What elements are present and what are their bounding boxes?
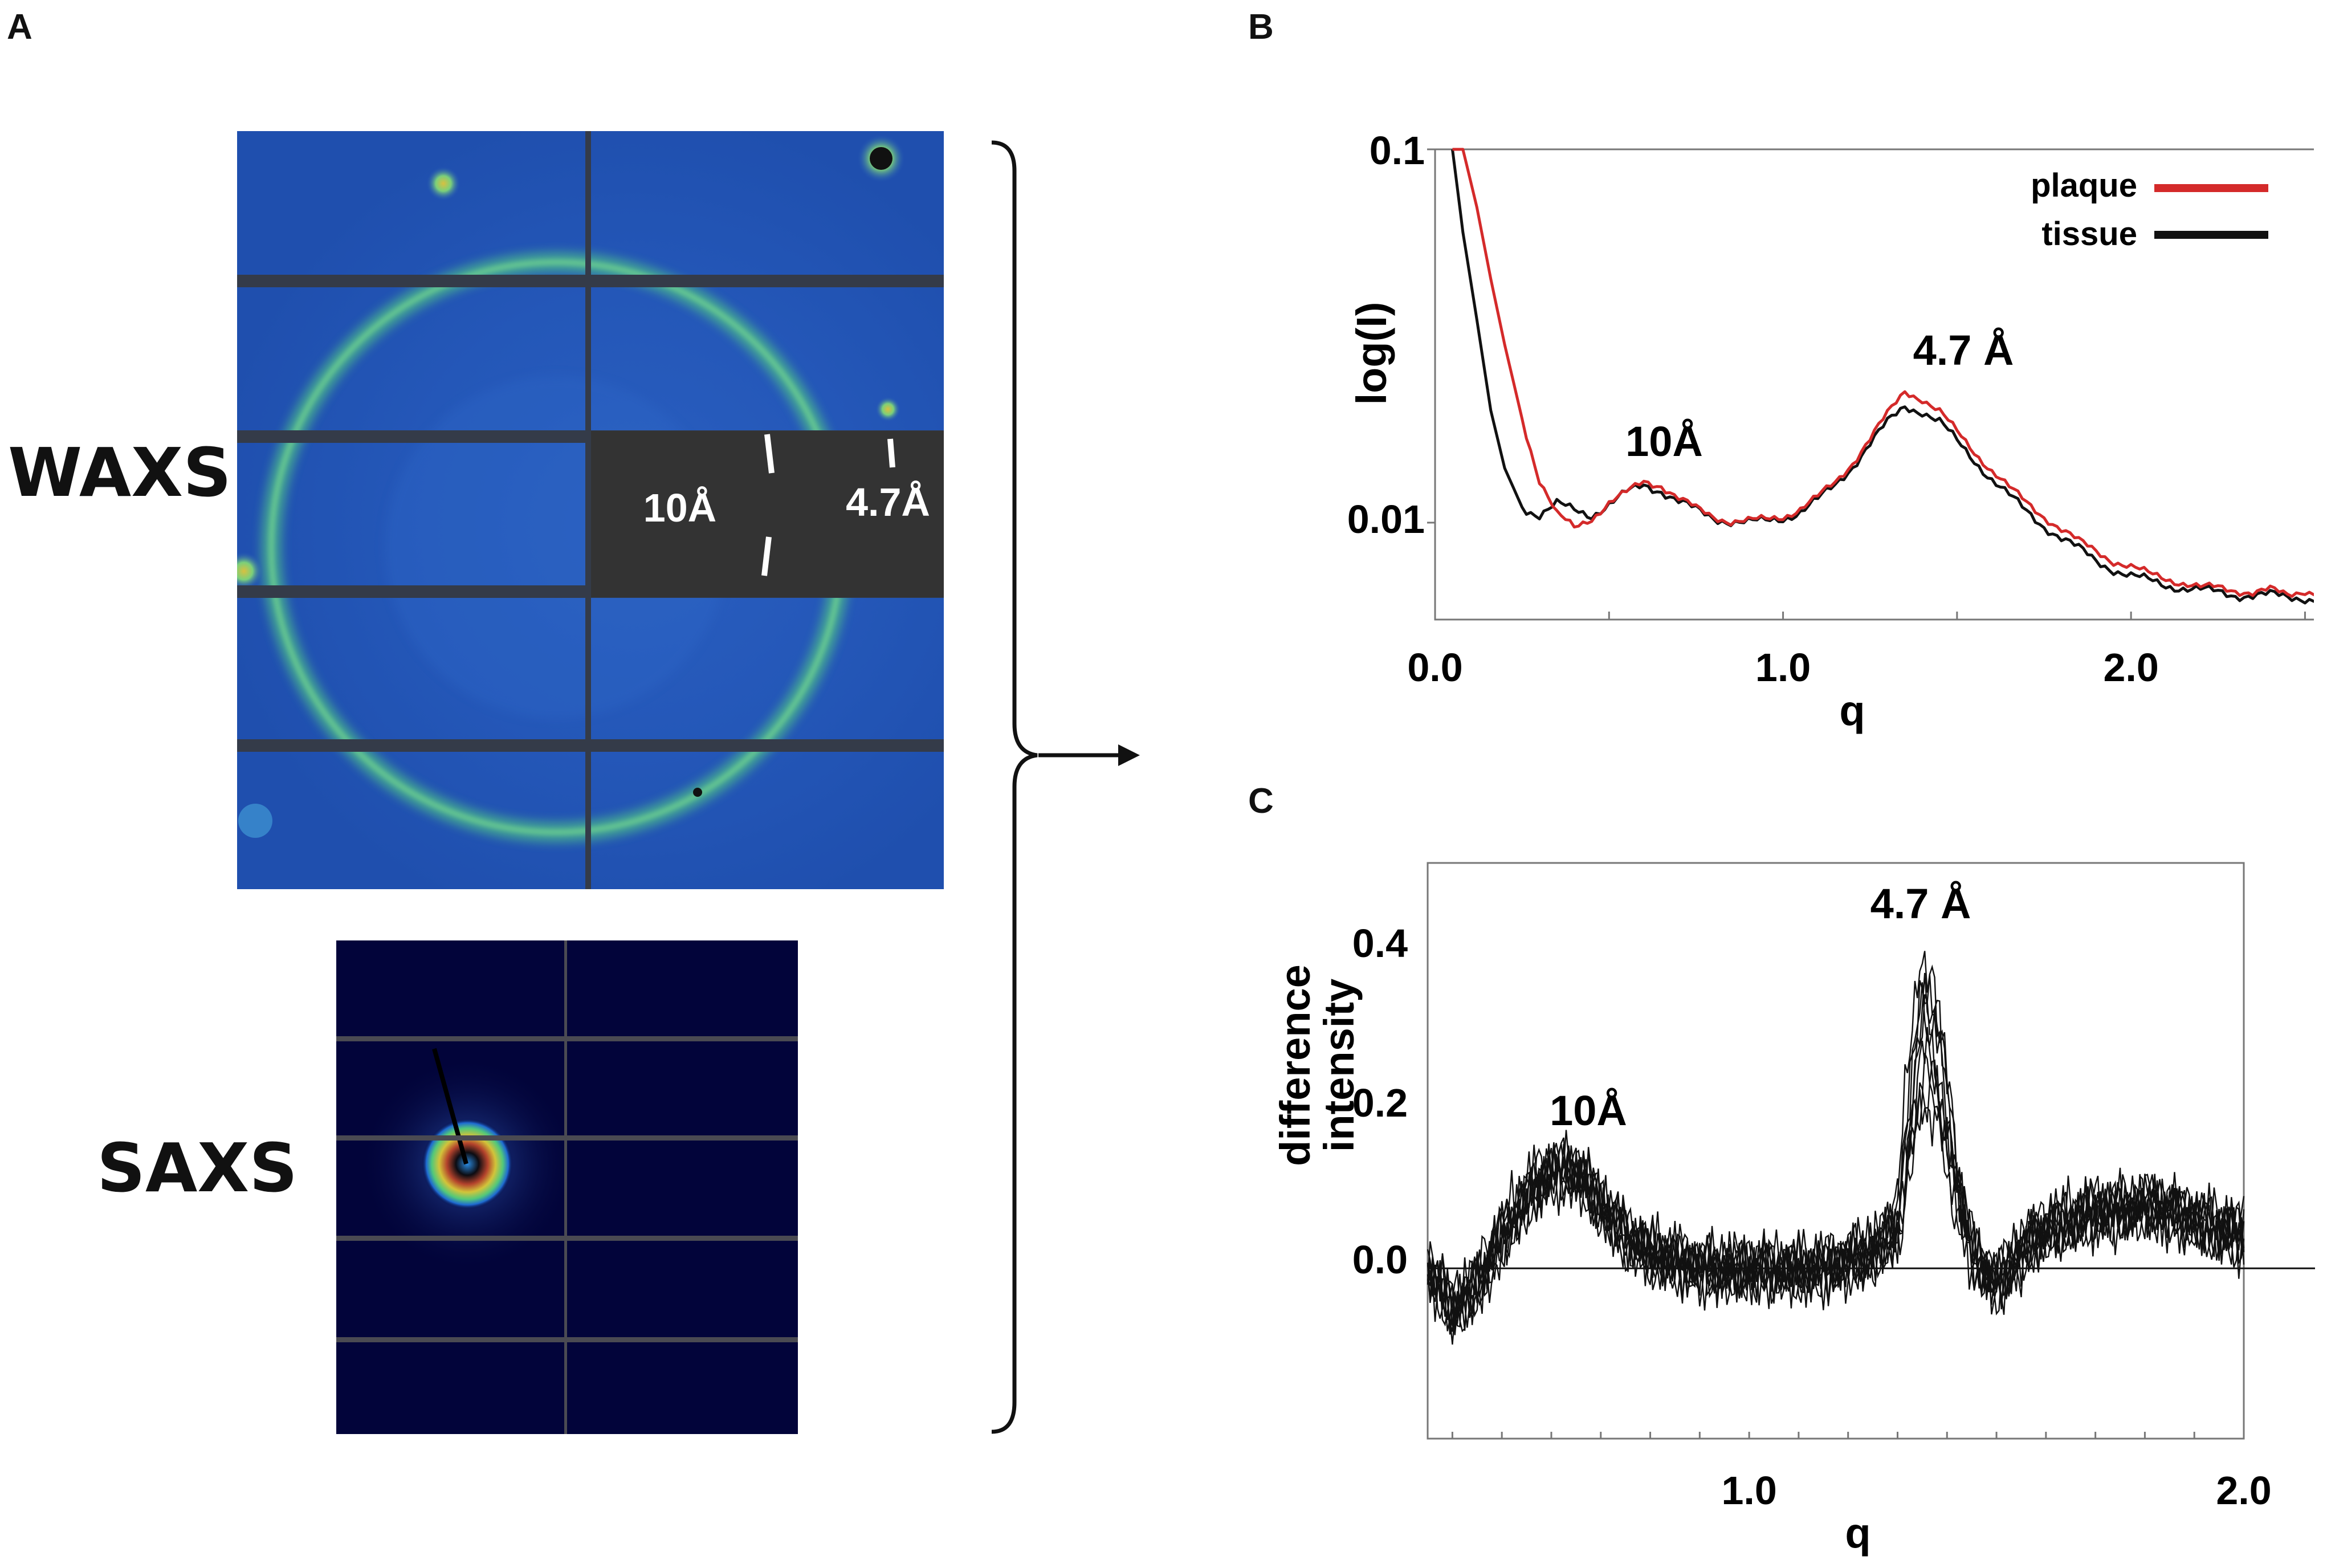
y-tick-label-0-1: 0.1 <box>1370 128 1425 173</box>
saxs-beam-ring <box>422 1118 513 1209</box>
difference-curve <box>1427 972 2245 1333</box>
panel-letter-a: A <box>7 7 32 47</box>
y-tick-label-0-2: 0.2 <box>1352 1081 1408 1125</box>
panel-letter-c: C <box>1248 781 1274 821</box>
y-tick-label-0-0: 0.0 <box>1352 1237 1408 1282</box>
chart-b: 0.1 0.01 0.0 1.0 2.0 q log(I) plaque tis… <box>1347 128 2314 734</box>
annotation-4-7a: 4.7 Å <box>1913 327 2014 374</box>
y-tick-label-0-01: 0.01 <box>1347 497 1425 541</box>
x-tick-label-0-0: 0.0 <box>1407 645 1462 690</box>
chart-c: 0.4 0.2 0.0 1.0 2.0 q difference intensi… <box>1272 862 2315 1557</box>
plot-frame-b <box>1434 148 2314 621</box>
panel-letter-b: B <box>1248 7 1274 47</box>
x-tick-label-1-0: 1.0 <box>1755 645 1811 690</box>
x-tick-label-1-0: 1.0 <box>1721 1468 1776 1513</box>
x-tick-label-2-0: 2.0 <box>2103 645 2158 690</box>
waxs-detector-image: 10Å 4.7Å <box>237 131 944 889</box>
legend-label-plaque: plaque <box>2031 167 2137 204</box>
waxs-spot <box>237 552 263 590</box>
saxs-label: SAXS <box>97 1129 298 1207</box>
difference-curve <box>1427 1053 2245 1326</box>
x-axis-label-c: q <box>1845 1509 1870 1557</box>
y-axis-label-c-line1: difference <box>1272 964 1319 1166</box>
waxs-label: WAXS <box>8 433 232 512</box>
saxs-detector-image <box>336 940 798 1434</box>
difference-curve <box>1427 951 2244 1345</box>
y-axis-label-b: log(I) <box>1348 302 1395 405</box>
plot-frame-c <box>1427 862 2245 1440</box>
annotation-4-7a: 4.7 Å <box>1870 880 1971 927</box>
bracket-arrow <box>991 140 1140 1434</box>
series-line-tissue <box>1451 149 2314 605</box>
saxs-beamstop-arm <box>432 1048 468 1165</box>
waxs-spot <box>238 804 272 838</box>
annotation-10a: 10Å <box>1550 1087 1627 1134</box>
waxs-ring-label-4-7a: 4.7Å <box>846 480 930 524</box>
waxs-ring-label-10a: 10Å <box>643 486 716 530</box>
difference-curve <box>1427 1089 2245 1324</box>
series-line-plaque <box>1452 148 2314 598</box>
legend-label-tissue: tissue <box>2041 215 2137 252</box>
x-tick-label-2-0: 2.0 <box>2216 1468 2271 1513</box>
y-axis-label-c-line2: intensity <box>1315 979 1363 1152</box>
waxs-spot <box>875 397 900 422</box>
x-axis-label-b: q <box>1839 687 1865 734</box>
waxs-spot <box>426 166 460 201</box>
annotation-10a: 10Å <box>1625 418 1703 465</box>
y-tick-label-0-4: 0.4 <box>1352 921 1408 966</box>
